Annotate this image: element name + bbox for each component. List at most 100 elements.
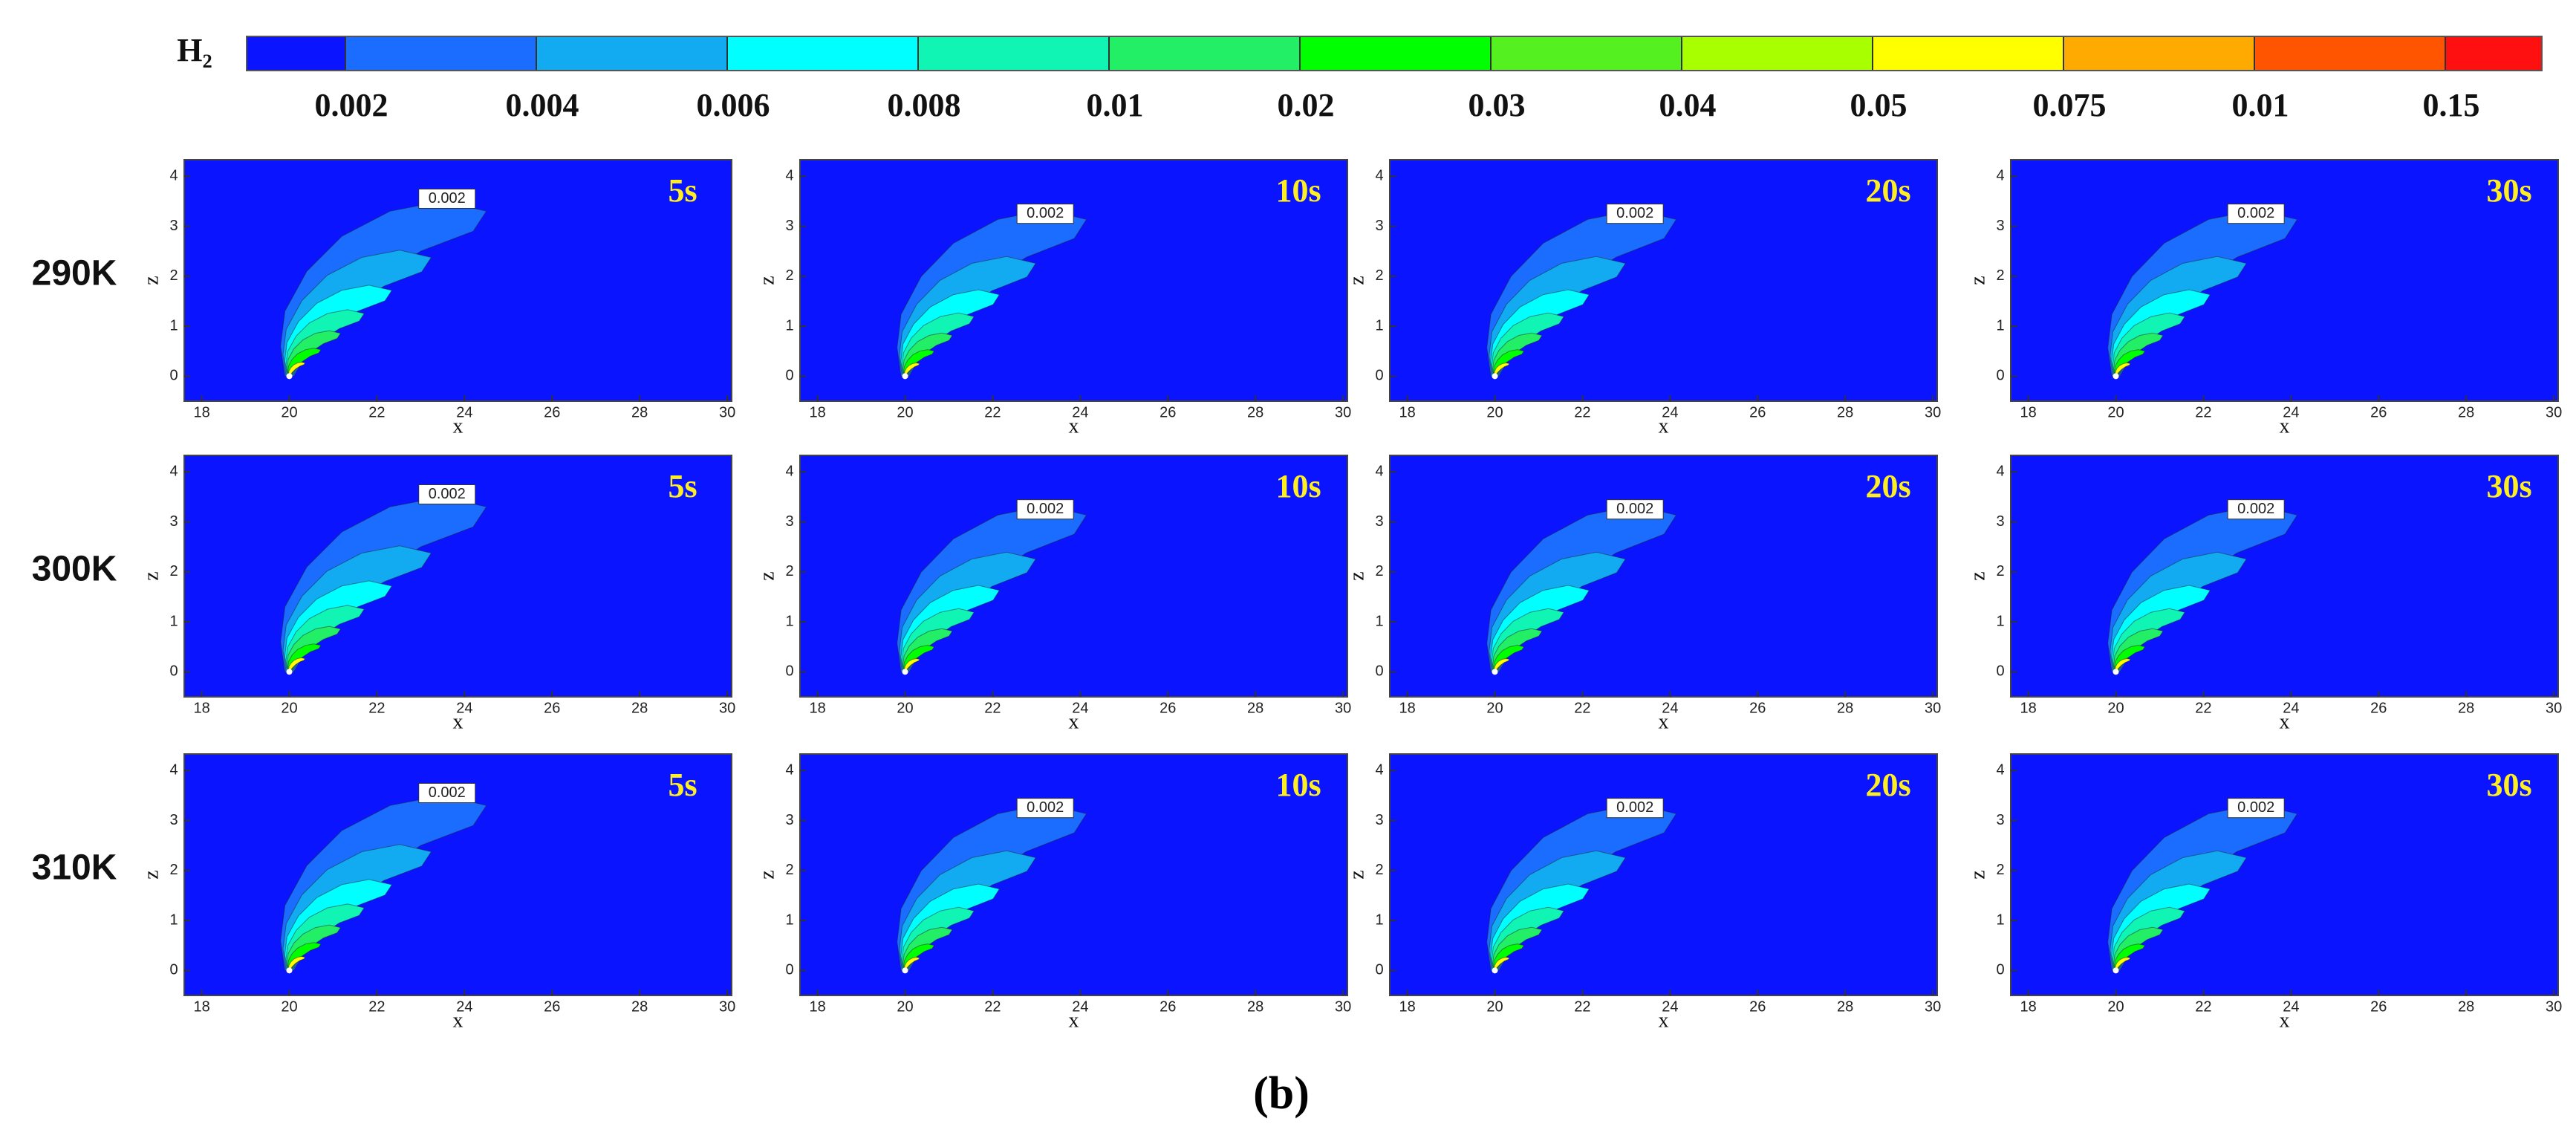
x-tick-label: 30 <box>719 404 735 420</box>
x-tick-label: 28 <box>1837 998 1853 1015</box>
x-tick-label: 24 <box>456 404 472 420</box>
y-tick-label: 3 <box>785 513 793 530</box>
x-tick-label: 30 <box>719 998 735 1015</box>
x-axis-label: x <box>1069 1009 1079 1032</box>
source-point <box>1492 373 1498 380</box>
colorbar-block <box>2254 36 2445 71</box>
row-label: 300K <box>32 550 117 589</box>
source-point <box>286 669 293 675</box>
y-tick-label: 3 <box>1996 218 2004 234</box>
y-axis-label: z <box>140 571 163 580</box>
x-tick-label: 20 <box>2107 998 2124 1015</box>
x-tick-label: 20 <box>2107 700 2124 716</box>
panel-background <box>800 160 1347 401</box>
panel-frame <box>1389 159 1938 402</box>
y-axis-label: z <box>1345 571 1368 580</box>
x-tick-label: 28 <box>631 404 648 420</box>
colorbar-tick-label: 0.05 <box>1850 87 1907 123</box>
colorbar-tick-label: 0.004 <box>506 87 579 123</box>
x-tick-label: 24 <box>456 700 472 716</box>
contour-label-box <box>1016 204 1074 224</box>
y-tick-label: 2 <box>1996 862 2004 878</box>
y-axis-label: z <box>140 276 163 285</box>
caption: (b) <box>1253 1068 1310 1119</box>
x-tick-label: 24 <box>456 998 472 1015</box>
x-tick-label: 24 <box>1072 404 1088 420</box>
x-tick-label: 20 <box>897 998 913 1015</box>
colorbar-tick-label: 0.03 <box>1468 87 1526 123</box>
panel-frame <box>183 455 732 698</box>
x-axis-label: x <box>453 415 464 438</box>
y-axis-label: z <box>140 870 163 879</box>
y-tick-label: 2 <box>785 862 793 878</box>
colorbar-tick-label: 0.01 <box>1087 87 1144 123</box>
contour-label-box <box>2227 204 2285 224</box>
x-axis-label: x <box>453 1009 464 1032</box>
y-tick-label: 0 <box>1996 663 2004 680</box>
source-point <box>286 967 293 974</box>
x-tick-label: 18 <box>1399 998 1415 1015</box>
y-tick-label: 2 <box>1996 563 2004 579</box>
x-axis-label: x <box>1069 415 1079 438</box>
panel-background <box>1390 160 1937 401</box>
x-tick-label: 24 <box>2283 998 2299 1015</box>
source-point <box>286 373 293 380</box>
x-tick-label: 30 <box>2546 404 2562 420</box>
contour-label: 0.002 <box>2237 501 2274 517</box>
x-tick-label: 26 <box>2370 700 2387 716</box>
contour-label-box <box>1606 798 1664 819</box>
y-tick-label: 3 <box>1996 812 2004 828</box>
colorbar-tick-label: 0.008 <box>888 87 961 123</box>
y-tick-label: 4 <box>1996 761 2004 778</box>
x-tick-label: 24 <box>1662 700 1678 716</box>
y-tick-label: 0 <box>1996 962 2004 978</box>
x-tick-label: 18 <box>193 700 209 716</box>
panel-title: 5s <box>668 468 697 504</box>
x-tick-label: 28 <box>2458 404 2474 420</box>
y-axis-label: z <box>755 870 778 879</box>
source-point <box>902 669 908 675</box>
x-tick-label: 22 <box>2195 700 2211 716</box>
x-tick-label: 22 <box>1574 700 1590 716</box>
y-tick-label: 3 <box>785 812 793 828</box>
y-tick-label: 0 <box>785 368 793 384</box>
y-tick-label: 0 <box>169 368 178 384</box>
colorbar-label: H₂ <box>177 32 212 68</box>
y-tick-label: 1 <box>169 912 178 928</box>
colorbar-block <box>345 36 536 71</box>
panel-frame <box>2010 159 2559 402</box>
panel-frame <box>799 159 1348 402</box>
x-tick-label: 22 <box>368 404 385 420</box>
x-tick-label: 30 <box>719 700 735 716</box>
colorbar-block <box>1109 36 1300 71</box>
x-tick-label: 30 <box>2546 700 2562 716</box>
x-tick-label: 18 <box>809 404 825 420</box>
x-tick-label: 22 <box>1574 998 1590 1015</box>
y-tick-label: 4 <box>785 167 793 183</box>
y-tick-label: 2 <box>785 267 793 284</box>
y-tick-label: 4 <box>1375 761 1383 778</box>
x-tick-label: 26 <box>544 404 560 420</box>
x-tick-label: 18 <box>809 700 825 716</box>
x-axis-label: x <box>2280 710 2290 733</box>
x-tick-label: 26 <box>544 700 560 716</box>
x-tick-label: 30 <box>2546 998 2562 1015</box>
panel-title: 30s <box>2486 767 2531 803</box>
x-tick-label: 26 <box>1749 700 1766 716</box>
y-tick-label: 3 <box>169 513 178 530</box>
y-tick-label: 1 <box>1996 317 2004 334</box>
panel-title: 10s <box>1275 767 1321 803</box>
y-tick-label: 0 <box>169 962 178 978</box>
contour-label-box <box>1016 499 1074 520</box>
y-axis-label: z <box>1966 571 1989 580</box>
row-label: 290K <box>32 254 117 293</box>
y-tick-label: 0 <box>1996 368 2004 384</box>
x-tick-label: 30 <box>1335 700 1351 716</box>
colorbar-block <box>918 36 1109 71</box>
colorbar-block <box>1682 36 1873 71</box>
contour-label: 0.002 <box>1027 799 1064 816</box>
y-tick-label: 0 <box>1375 663 1383 680</box>
source-point <box>1492 967 1498 974</box>
colorbar-tick-label: 0.04 <box>1659 87 1717 123</box>
